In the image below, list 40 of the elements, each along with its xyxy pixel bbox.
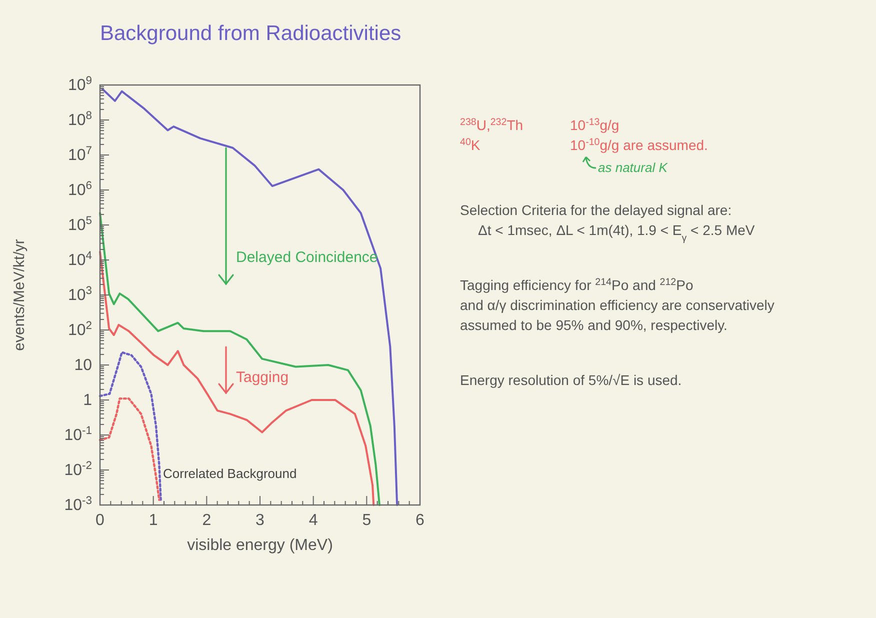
x-tick-label: 3 (256, 512, 265, 529)
y-tick-label: 10$^{6}$ (68, 180, 92, 199)
y-tick-label: 10$^{5}$ (68, 215, 92, 234)
x-tick-label: 2 (202, 512, 212, 529)
text: as natural K (598, 160, 669, 175)
line-series (98, 351, 162, 501)
annotation: Correlated Background (163, 466, 297, 481)
x-tick-label: 6 (416, 512, 425, 529)
y-tick-label: 10$^{-1}$ (64, 425, 92, 444)
line-series (98, 397, 160, 501)
y-tick-label: 10$^{9}$ (68, 75, 92, 94)
annotation: Tagging (236, 369, 289, 386)
x-tick-label: 4 (308, 512, 318, 529)
x-axis-title: visible energy (MeV) (187, 537, 333, 554)
y-tick-label: 10$^{-2}$ (64, 460, 92, 479)
y-tick-label: 10 (74, 357, 92, 374)
y-tick-label: 10$^{4}$ (68, 250, 92, 269)
y-tick-label: 1 (83, 392, 92, 409)
y-tick-label: 10$^{2}$ (68, 320, 92, 339)
text: 10$^{-13}$g/g (570, 116, 620, 133)
text: 10$^{-10}$g/g are assumed. (570, 136, 708, 153)
text: assumed to be 95% and 90%, respectively. (460, 317, 728, 333)
annotation: Delayed Coincidence (236, 249, 378, 266)
y-axis-title: events/MeV/kt/yr (11, 239, 28, 351)
x-tick-label: 1 (148, 512, 158, 529)
x-tick-label: 0 (96, 512, 105, 529)
x-tick-label: 5 (362, 512, 372, 529)
text: Selection Criteria for the delayed signal are: (460, 202, 732, 218)
text: Tagging efficiency for $^{214}$Po and $^{212}$Po (460, 276, 694, 293)
text: Δt < 1msec, ΔL < 1m(4t), 1.9 < E$_{γ}$ < 2.5 MeV (478, 222, 756, 244)
chart-title: Background from Radioactivities (100, 22, 402, 45)
text: $^{238}$U,$^{232}$Th (460, 116, 524, 133)
text: Energy resolution of 5%/√E is used. (460, 372, 682, 388)
y-tick-label: 10$^{-3}$ (64, 495, 92, 514)
text: $^{40}$K (460, 136, 481, 153)
line-series (101, 88, 398, 506)
y-tick-label: 10$^{7}$ (68, 145, 92, 164)
y-tick-label: 10$^{8}$ (68, 110, 92, 129)
text: and α/γ discrimination efficiency are conservatively (460, 297, 774, 313)
y-tick-label: 10$^{3}$ (68, 285, 92, 304)
